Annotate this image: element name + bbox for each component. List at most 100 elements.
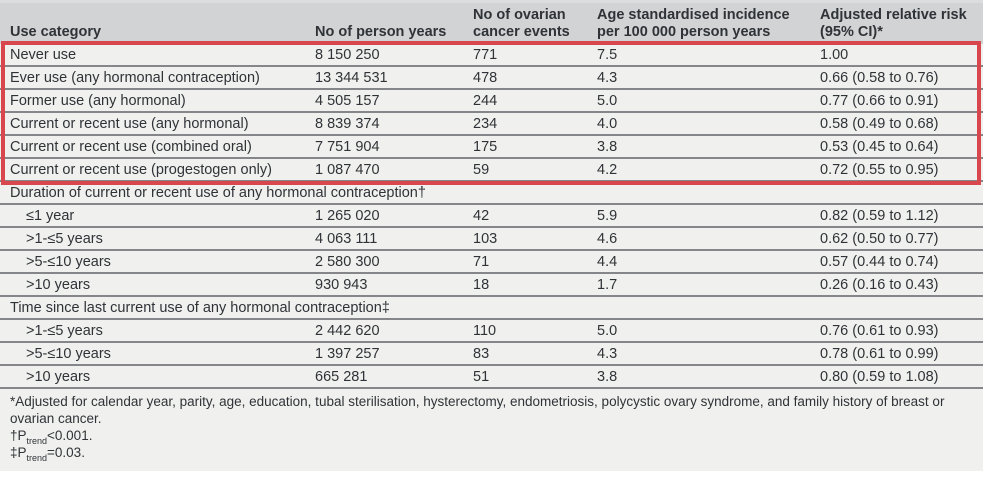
cell-events: 83 [473, 345, 490, 362]
cell-relative-risk: 0.53 (0.45 to 0.64) [820, 138, 939, 155]
cell-category: >5-≤10 years [26, 345, 111, 362]
footnote-subscript: trend [26, 453, 48, 463]
table-header-row: Use category No of person years No of ov… [0, 0, 983, 44]
cell-category: >1-≤5 years [26, 322, 103, 339]
cell-relative-risk: 0.82 (0.59 to 1.12) [820, 207, 939, 224]
cell-category: Current or recent use (progestogen only) [10, 161, 272, 178]
cell-category: Ever use (any hormonal contraception) [10, 69, 260, 86]
cell-relative-risk: 0.62 (0.50 to 0.77) [820, 230, 939, 247]
column-header-person-years: No of person years [315, 23, 447, 40]
cell-events: 234 [473, 115, 498, 132]
table-row: >5-≤10 years 1 397 257 83 4.3 0.78 (0.61… [0, 343, 983, 366]
cell-person-years: 4 063 111 [315, 230, 378, 247]
cell-events: 103 [473, 230, 498, 247]
footnote-symbol: ‡P [10, 445, 27, 460]
table-body: Never use 8 150 250 771 7.5 1.00 Ever us… [0, 44, 983, 389]
cell-person-years: 2 580 300 [315, 253, 380, 270]
table-row: >10 years 930 943 18 1.7 0.26 (0.16 to 0… [0, 274, 983, 297]
cell-person-years: 4 505 157 [315, 92, 380, 109]
cell-events: 51 [473, 368, 490, 385]
table-row: >10 years 665 281 51 3.8 0.80 (0.59 to 1… [0, 366, 983, 389]
section-header-time-since: Time since last current use of any hormo… [0, 297, 983, 320]
table-row: >5-≤10 years 2 580 300 71 4.4 0.57 (0.44… [0, 251, 983, 274]
cell-relative-risk: 0.76 (0.61 to 0.93) [820, 322, 939, 339]
cell-incidence: 4.0 [597, 115, 618, 132]
cell-person-years: 930 943 [315, 276, 368, 293]
table-row: Former use (any hormonal) 4 505 157 244 … [0, 90, 983, 113]
cell-category: Current or recent use (any hormonal) [10, 115, 249, 132]
cell-incidence: 4.3 [597, 345, 618, 362]
table-row: Current or recent use (progestogen only)… [0, 159, 983, 182]
cell-incidence: 4.4 [597, 253, 618, 270]
cell-events: 59 [473, 161, 490, 178]
cell-relative-risk: 0.58 (0.49 to 0.68) [820, 115, 939, 132]
results-table: Use category No of person years No of ov… [0, 0, 983, 471]
cell-person-years: 1 087 470 [315, 161, 380, 178]
cell-incidence: 4.3 [597, 69, 618, 86]
section-label: Time since last current use of any hormo… [10, 299, 390, 316]
cell-category: >5-≤10 years [26, 253, 111, 270]
column-header-use-category: Use category [10, 23, 102, 40]
table-row: >1-≤5 years 4 063 111 103 4.6 0.62 (0.50… [0, 228, 983, 251]
cell-person-years: 2 442 620 [315, 322, 380, 339]
cell-incidence: 5.9 [597, 207, 618, 224]
table-row: ≤1 year 1 265 020 42 5.9 0.82 (0.59 to 1… [0, 205, 983, 228]
cell-incidence: 5.0 [597, 92, 618, 109]
cell-person-years: 7 751 904 [315, 138, 380, 155]
cell-events: 42 [473, 207, 490, 224]
cell-person-years: 1 397 257 [315, 345, 380, 362]
cell-relative-risk: 0.57 (0.44 to 0.74) [820, 253, 939, 270]
cell-incidence: 3.8 [597, 138, 618, 155]
footnote-symbol: †P [10, 428, 27, 443]
cell-incidence: 5.0 [597, 322, 618, 339]
footnote-ptrend-ddagger: ‡Ptrend=0.03. [10, 444, 973, 463]
column-header-cancer-events: No of ovarian cancer events [473, 7, 570, 40]
cell-category: Current or recent use (combined oral) [10, 138, 252, 155]
cell-events: 18 [473, 276, 490, 293]
cell-person-years: 8 150 250 [315, 46, 380, 63]
table-row: Current or recent use (combined oral) 7 … [0, 136, 983, 159]
cell-relative-risk: 0.26 (0.16 to 0.43) [820, 276, 939, 293]
cell-incidence: 3.8 [597, 368, 618, 385]
cell-category: ≤1 year [26, 207, 75, 224]
cell-incidence: 1.7 [597, 276, 618, 293]
footnote-ptrend-dagger: †Ptrend<0.001. [10, 427, 973, 446]
cell-relative-risk: 0.72 (0.55 to 0.95) [820, 161, 939, 178]
section-header-duration: Duration of current or recent use of any… [0, 182, 983, 205]
cell-incidence: 7.5 [597, 46, 618, 63]
cell-person-years: 665 281 [315, 368, 368, 385]
table-row: Ever use (any hormonal contraception) 13… [0, 67, 983, 90]
table-row: Never use 8 150 250 771 7.5 1.00 [0, 44, 983, 67]
table-row: >1-≤5 years 2 442 620 110 5.0 0.76 (0.61… [0, 320, 983, 343]
cell-category: Never use [10, 46, 77, 63]
cell-events: 478 [473, 69, 498, 86]
column-header-relative-risk: Adjusted relative risk (95% CI)* [820, 7, 967, 40]
cell-relative-risk: 1.00 [820, 46, 849, 63]
cell-incidence: 4.6 [597, 230, 618, 247]
cell-category: Former use (any hormonal) [10, 92, 186, 109]
footnote-subscript: trend [26, 436, 48, 446]
cell-category: >10 years [26, 368, 91, 385]
cell-relative-risk: 0.78 (0.61 to 0.99) [820, 345, 939, 362]
cell-relative-risk: 0.66 (0.58 to 0.76) [820, 69, 939, 86]
cell-category: >1-≤5 years [26, 230, 103, 247]
section-label: Duration of current or recent use of any… [10, 184, 426, 201]
cell-incidence: 4.2 [597, 161, 618, 178]
table-footnotes: *Adjusted for calendar year, parity, age… [0, 389, 983, 471]
cell-events: 244 [473, 92, 498, 109]
table-row: Current or recent use (any hormonal) 8 8… [0, 113, 983, 136]
footnote-value: =0.03. [47, 445, 85, 460]
cell-person-years: 8 839 374 [315, 115, 380, 132]
cell-category: >10 years [26, 276, 91, 293]
footnote-value: <0.001. [47, 428, 93, 443]
column-header-incidence: Age standardised incidence per 100 000 p… [597, 7, 790, 40]
footnote-adjusted: *Adjusted for calendar year, parity, age… [10, 394, 945, 426]
cell-person-years: 1 265 020 [315, 207, 380, 224]
cell-events: 71 [473, 253, 490, 270]
cell-person-years: 13 344 531 [315, 69, 388, 86]
cell-relative-risk: 0.77 (0.66 to 0.91) [820, 92, 939, 109]
cell-relative-risk: 0.80 (0.59 to 1.08) [820, 368, 939, 385]
cell-events: 771 [473, 46, 498, 63]
cell-events: 110 [473, 322, 497, 339]
